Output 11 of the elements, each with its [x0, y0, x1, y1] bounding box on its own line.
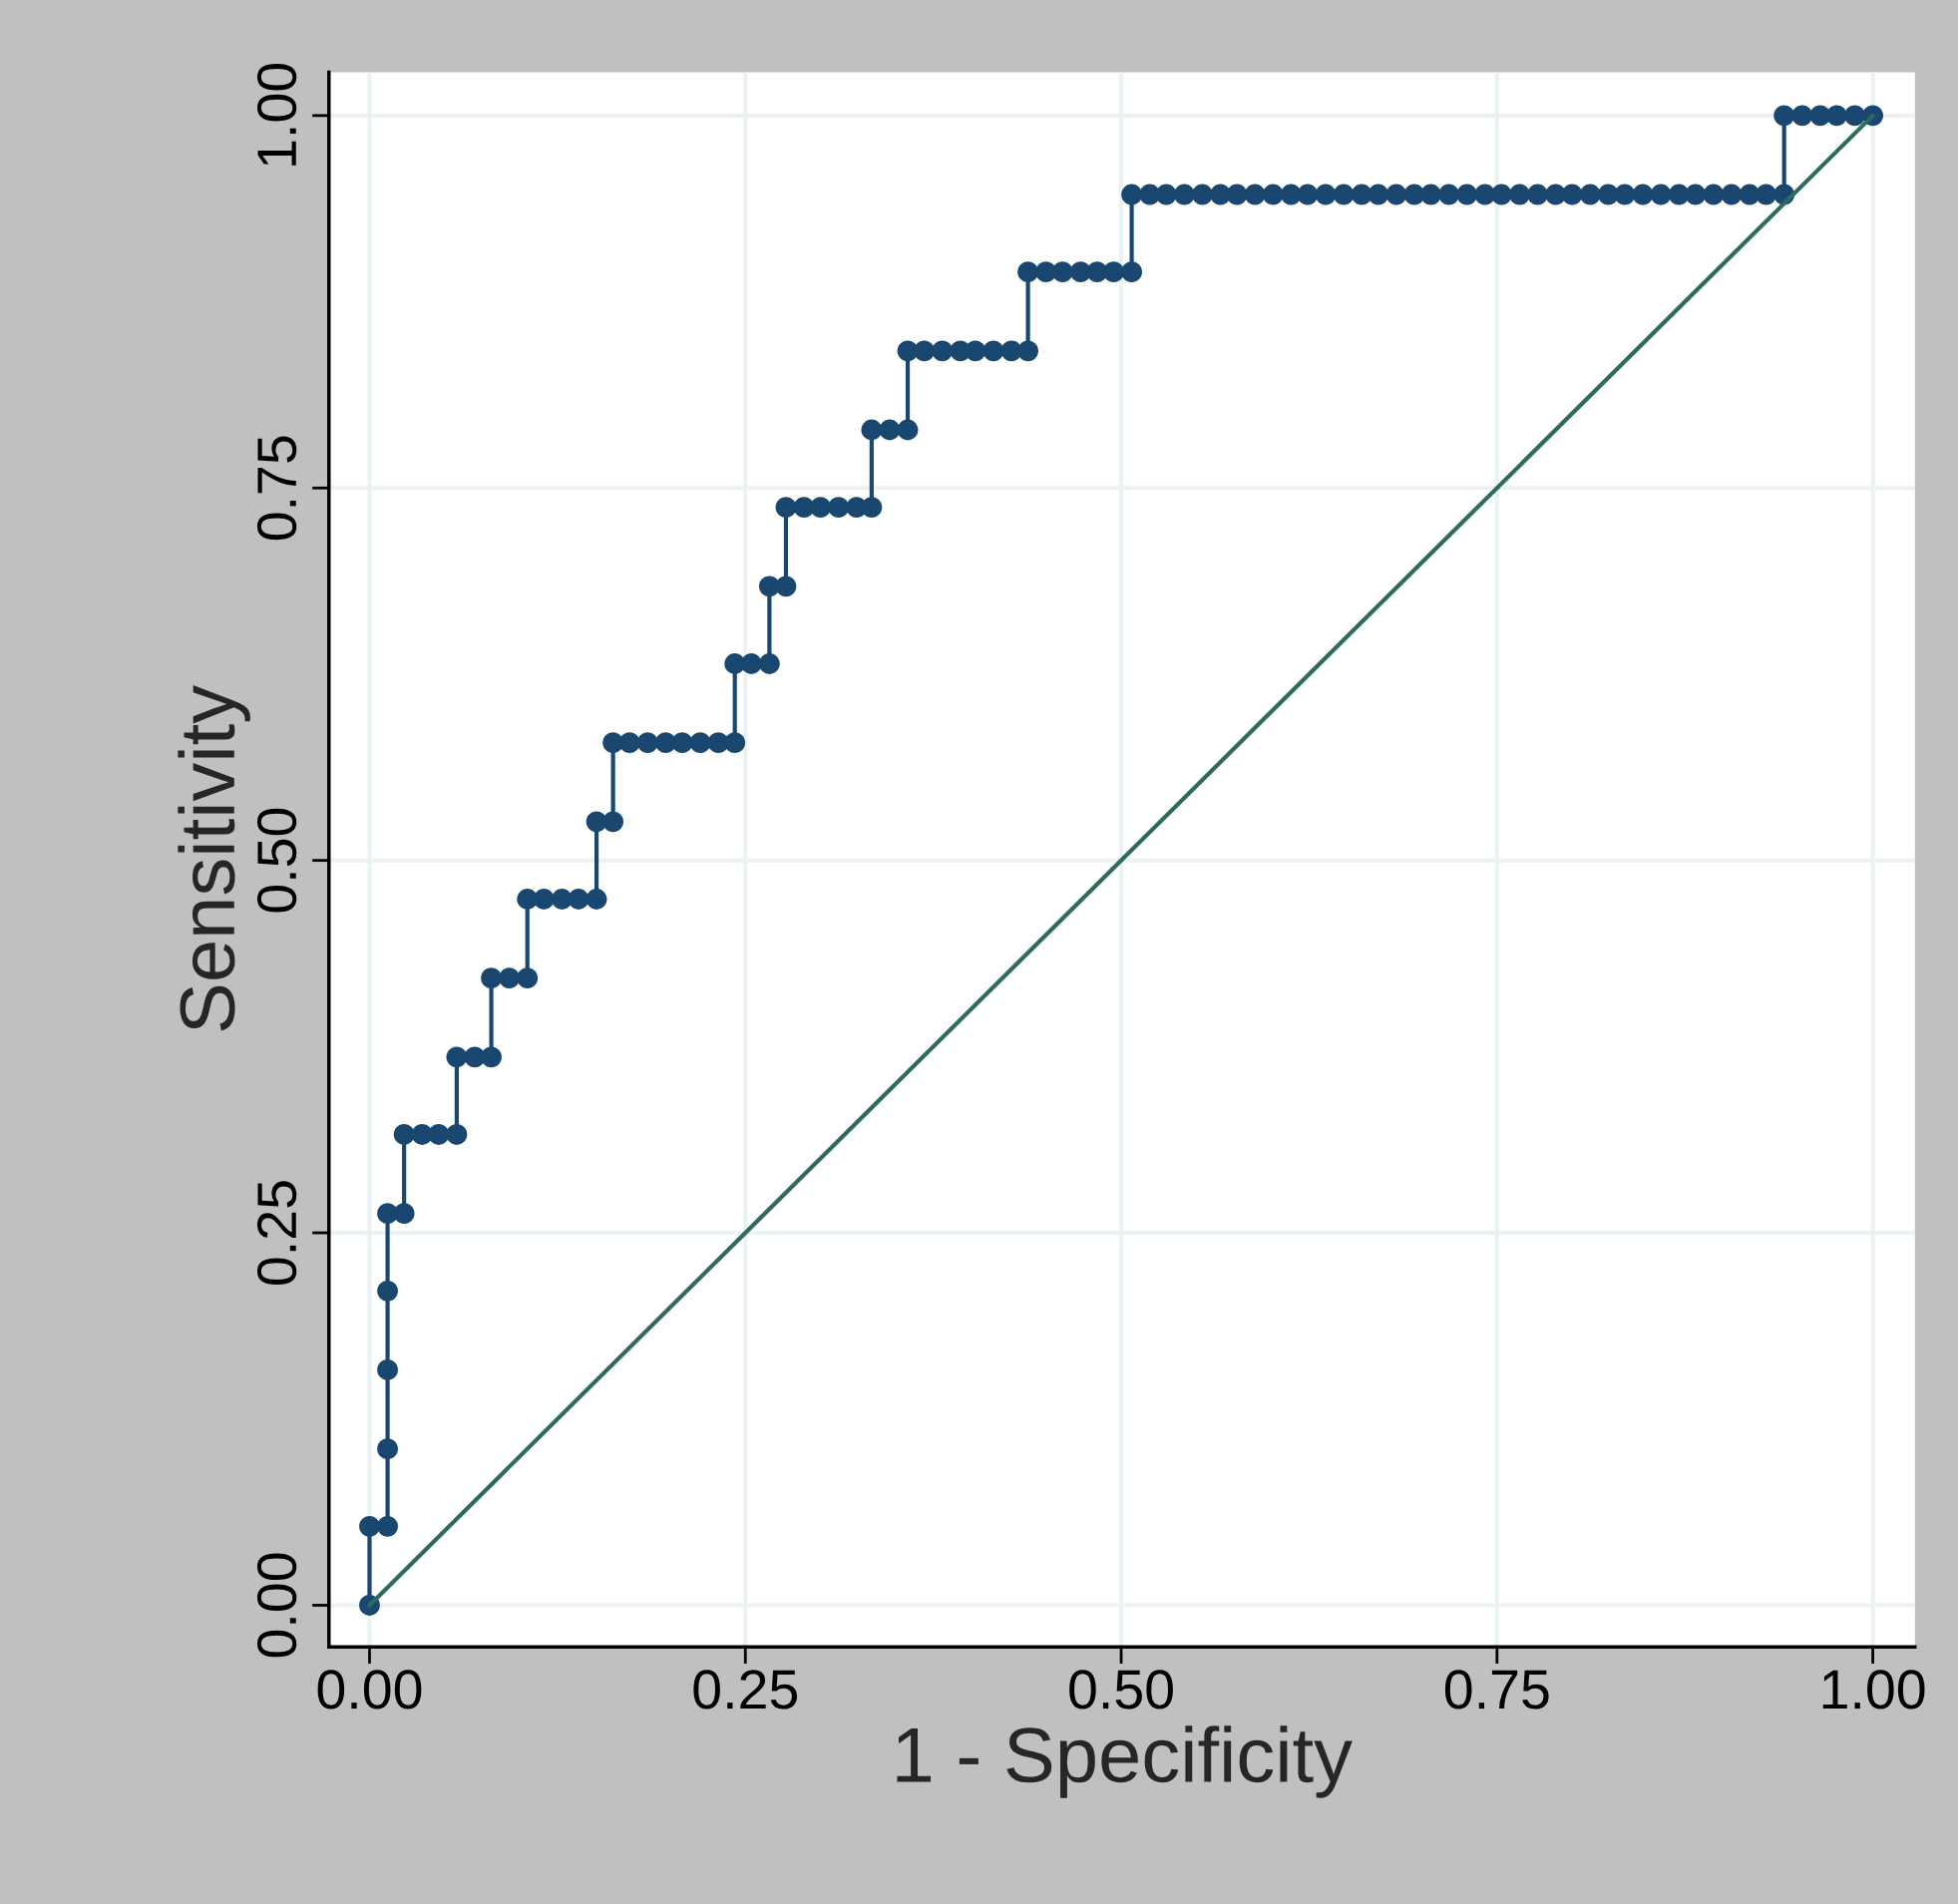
x-axis-title: 1 - Specificity: [897, 1725, 1353, 1798]
x-tick-label: 0.00: [317, 1670, 422, 1710]
y-tick-label: 0.50: [256, 808, 297, 913]
y-tick-label: 0.25: [256, 1181, 297, 1285]
x-tick-label: 0.75: [1444, 1670, 1549, 1710]
y-tick-label: 0.75: [256, 436, 297, 541]
y-axis-title: Sensitivity: [178, 685, 250, 1031]
x-tick-label: 1.00: [1822, 1670, 1925, 1710]
y-tick-label: 1.00: [256, 63, 297, 166]
x-tick-label: 0.25: [693, 1670, 797, 1710]
x-tick-label: 0.50: [1069, 1670, 1173, 1710]
